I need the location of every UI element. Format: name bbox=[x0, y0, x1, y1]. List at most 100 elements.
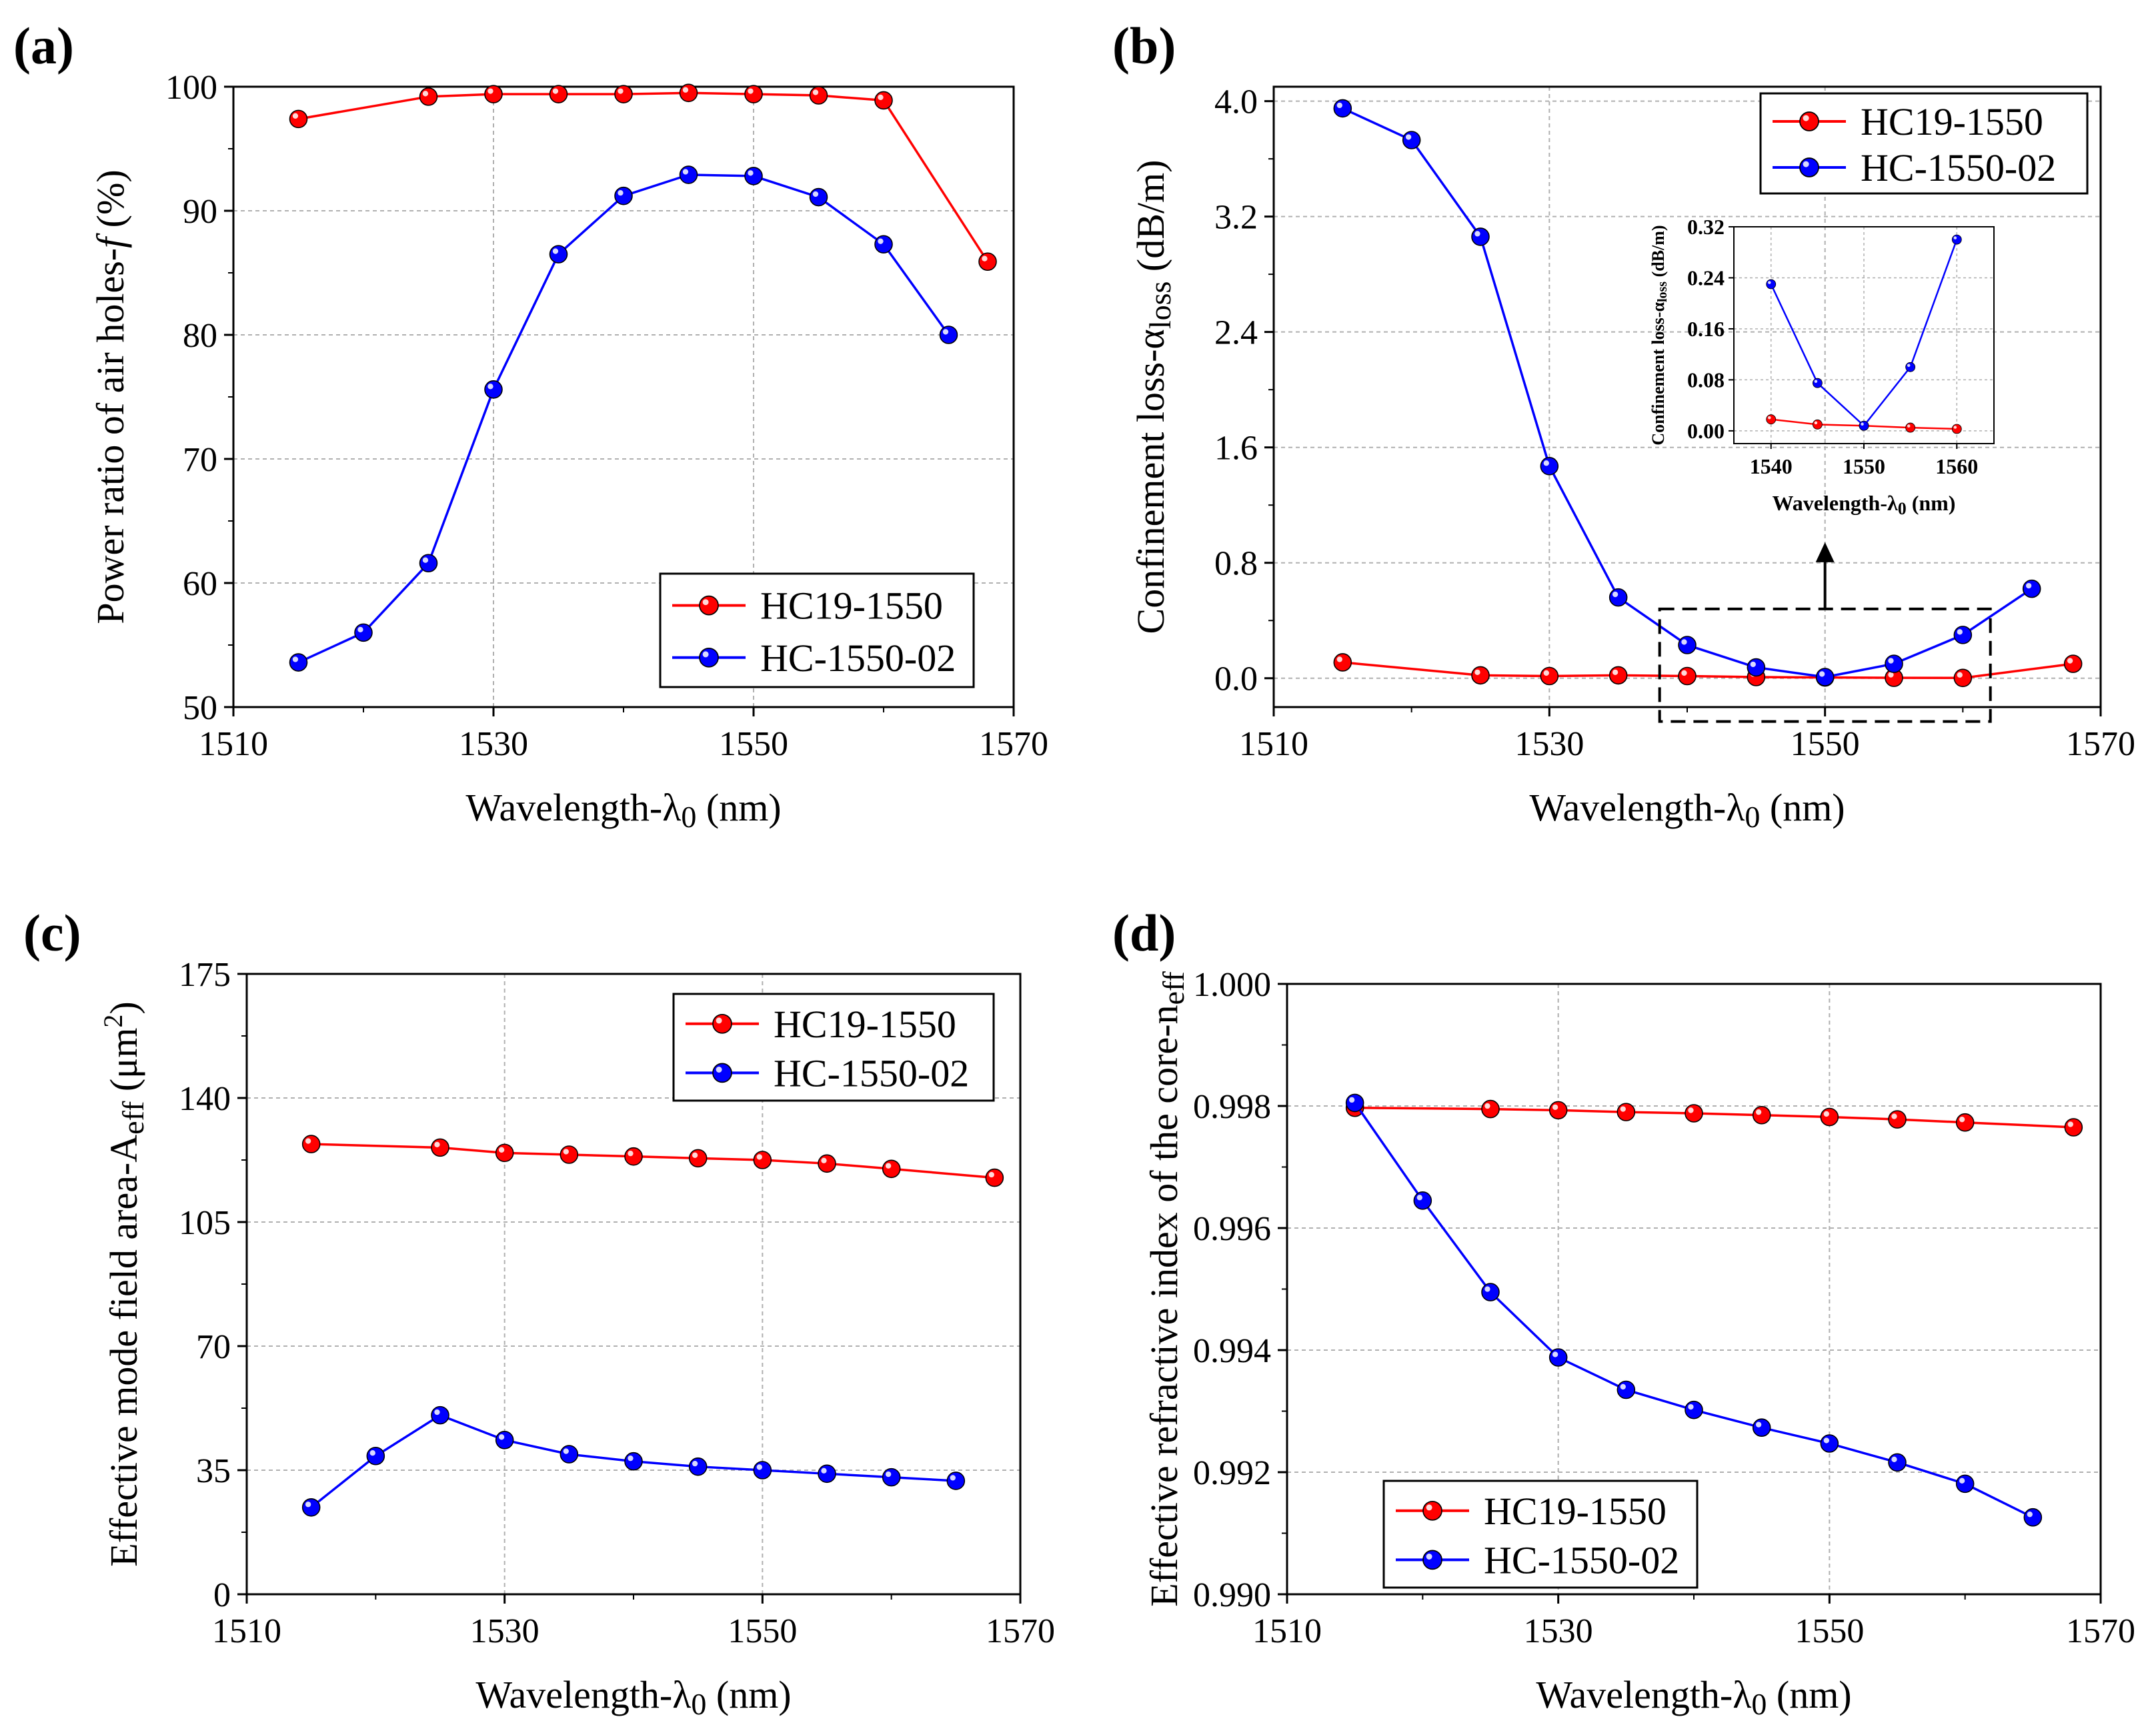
red-series-point bbox=[688, 1149, 708, 1168]
red-series-point-highlight bbox=[563, 1149, 569, 1155]
blue-series-point-body bbox=[495, 1431, 514, 1450]
blue-series-point-highlight bbox=[1474, 231, 1480, 237]
red-series-point-highlight bbox=[1688, 1107, 1694, 1113]
inset-red-series-point-highlight bbox=[1953, 426, 1957, 429]
red-series-point bbox=[2063, 654, 2083, 673]
blue-series-point-highlight bbox=[1681, 639, 1687, 645]
red-series-point-body bbox=[1955, 1113, 1975, 1132]
blue-series-point-highlight bbox=[1888, 658, 1894, 664]
red-series-point-highlight bbox=[1612, 669, 1619, 676]
blue-series-point-body bbox=[744, 167, 763, 185]
red-series-point-body bbox=[484, 85, 503, 103]
red-series-point bbox=[614, 85, 633, 103]
red-series-point-body bbox=[1471, 666, 1490, 685]
inset-red-series-point bbox=[1812, 419, 1823, 430]
blue-series-point bbox=[939, 326, 958, 344]
red-series-point-highlight bbox=[1484, 1103, 1490, 1109]
inset-y-label-sub: loss bbox=[1655, 281, 1670, 302]
blue-series-point bbox=[1678, 636, 1697, 654]
blue-series-point-body bbox=[484, 380, 503, 399]
blue-series-point-body bbox=[1955, 1474, 1975, 1494]
inset-chart: 1540 1550 1560 0.00 0.08 0.16 0.24 0.32 Waveleng… bbox=[1649, 215, 1995, 518]
inset-blue-series-point bbox=[1905, 362, 1916, 372]
red-series-point-highlight bbox=[498, 1147, 505, 1153]
red-series-point bbox=[2064, 1118, 2083, 1137]
red-series-point bbox=[744, 85, 763, 103]
red-series-point bbox=[1481, 1099, 1500, 1119]
y-tick-label: 70 bbox=[196, 1328, 231, 1366]
blue-series-point-body bbox=[419, 554, 438, 573]
blue-series-point bbox=[809, 187, 828, 207]
red-series-point-body bbox=[1752, 1105, 1771, 1125]
red-series-point-highlight bbox=[1959, 1116, 1965, 1123]
blue-series-point-highlight bbox=[1336, 102, 1342, 109]
red-series-point-highlight bbox=[305, 1138, 311, 1144]
y-axis-label-main: Effective refractive index of the core-n bbox=[1142, 1005, 1186, 1606]
blue-series-point bbox=[495, 1431, 514, 1450]
blue-series-point-highlight bbox=[563, 1448, 569, 1454]
blue-series-point-highlight bbox=[1620, 1383, 1626, 1390]
red-series-point-highlight bbox=[982, 255, 988, 261]
inset-y-tick-label: 0.08 bbox=[1687, 368, 1725, 392]
x-tick-label: 1530 bbox=[470, 1612, 540, 1650]
red-series-point-highlight bbox=[692, 1152, 698, 1158]
x-tick-label: 1550 bbox=[728, 1612, 797, 1650]
blue-series-point-highlight bbox=[878, 238, 884, 244]
inset-red-series-point bbox=[1951, 424, 1962, 434]
red-series-point-highlight bbox=[988, 1171, 994, 1178]
y-tick-label: 2.4 bbox=[1214, 314, 1258, 352]
blue-series-point-highlight bbox=[1484, 1286, 1490, 1292]
y-tick-label: 3.2 bbox=[1214, 199, 1258, 237]
chart-panel-d: (d) 1510 1530 1550 1570 0.990 0.992 0.994 0.996 0… bbox=[1112, 904, 2135, 1721]
legend-marker-body bbox=[699, 595, 719, 616]
blue-series-point bbox=[874, 235, 893, 254]
blue-series-point-body bbox=[289, 653, 308, 672]
red-series-point bbox=[818, 1154, 836, 1173]
panel-label: (c) bbox=[23, 904, 81, 962]
blue-series-point bbox=[882, 1468, 901, 1487]
red-series-point-highlight bbox=[1957, 672, 1963, 678]
blue-series-point-body bbox=[560, 1445, 579, 1464]
red-series-point-body bbox=[1540, 666, 1559, 686]
blue-series-point-body bbox=[301, 1498, 321, 1517]
blue-series-point bbox=[1548, 1348, 1568, 1367]
legend-marker bbox=[712, 1063, 732, 1083]
inset-red-series-point-highlight bbox=[1814, 421, 1818, 425]
red-series-point bbox=[1471, 666, 1490, 685]
red-series-point-highlight bbox=[1755, 1109, 1762, 1115]
legend-marker-body bbox=[1799, 157, 1819, 177]
y-tick-label: 0 bbox=[213, 1576, 231, 1614]
x-axis-label-tail: (nm) bbox=[696, 786, 781, 829]
red-series-point bbox=[419, 87, 438, 106]
inset-x-tick-label: 1560 bbox=[1935, 454, 1978, 478]
blue-series-point-highlight bbox=[487, 384, 493, 390]
x-tick-label: 1510 bbox=[212, 1612, 281, 1650]
blue-series-point bbox=[431, 1405, 449, 1425]
red-series-point-highlight bbox=[628, 1150, 634, 1157]
red-series-point-highlight bbox=[292, 113, 299, 119]
blue-series-point-body bbox=[1888, 1453, 1907, 1472]
blue-series-point-highlight bbox=[950, 1475, 956, 1481]
blue-series-point-highlight bbox=[618, 189, 624, 196]
blue-series-point-highlight bbox=[292, 656, 299, 662]
blue-series-point-highlight bbox=[2027, 1512, 2033, 1518]
y-tick-label: 105 bbox=[179, 1204, 231, 1242]
inset-x-label-sub: 0 bbox=[1898, 499, 1907, 518]
blue-series-point bbox=[1888, 1453, 1907, 1472]
blue-series-point-body bbox=[679, 165, 698, 184]
legend-label: HC-1550-02 bbox=[760, 636, 956, 680]
blue-series-point-body bbox=[1820, 1434, 1839, 1453]
red-series-point bbox=[1888, 1110, 1907, 1129]
legend-marker-highlight bbox=[702, 599, 709, 606]
red-series-point-body bbox=[1616, 1103, 1636, 1121]
legend: HC19-1550 HC-1550-02 bbox=[659, 572, 975, 688]
inset-red-series-point-body bbox=[1766, 414, 1777, 425]
y-tick-label: 0.0 bbox=[1214, 660, 1258, 698]
blue-series-point-body bbox=[818, 1464, 836, 1484]
blue-series-point-body bbox=[1608, 588, 1628, 607]
legend-label: HC19-1550 bbox=[760, 584, 943, 628]
inset-red-series-point-body bbox=[1812, 419, 1823, 430]
red-series-point-body bbox=[495, 1143, 514, 1163]
blue-series-point bbox=[560, 1445, 579, 1464]
blue-series-point-highlight bbox=[1957, 629, 1963, 635]
